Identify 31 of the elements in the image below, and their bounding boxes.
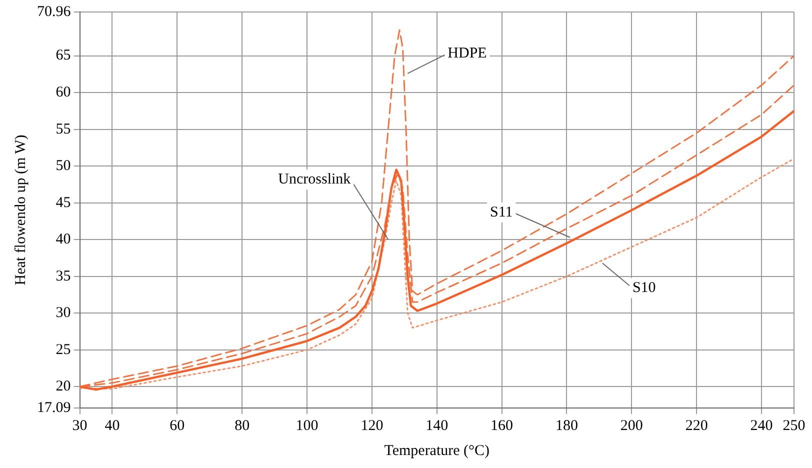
x-tick-label: 160 [490, 418, 514, 434]
y-tick-label: 60 [56, 84, 71, 101]
y-tick-label: 17.09 [37, 400, 71, 416]
x-tick-label: 30 [72, 418, 88, 434]
x-axis-title: Temperature (°C) [384, 442, 490, 459]
x-tick-label: 180 [555, 418, 578, 434]
y-tick-label: 20 [56, 378, 71, 395]
x-tick-label: 140 [426, 418, 448, 434]
y-tick-label: 25 [56, 342, 71, 358]
x-tick-label: 220 [685, 418, 708, 434]
y-tick-label: 30 [56, 305, 71, 322]
y-tick-label: 55 [56, 121, 71, 138]
y-tick-label: 35 [56, 268, 71, 284]
y-tick-label: 45 [56, 194, 71, 211]
x-tick-label: 120 [360, 418, 384, 434]
y-axis-title: Heat flowendo up (m W) [12, 134, 29, 286]
x-tick-label: 40 [104, 418, 120, 434]
x-tick-label: 240 [750, 418, 773, 434]
x-tick-label: 100 [296, 418, 318, 434]
annotation: HDPE [448, 45, 487, 62]
annotation: Uncrosslink [278, 172, 352, 188]
x-tick-label: 80 [234, 418, 250, 434]
y-tick-label: 40 [56, 232, 71, 248]
y-tick-label: 50 [56, 158, 71, 174]
annotation: S10 [632, 280, 656, 296]
x-tick-label: 200 [620, 418, 643, 434]
x-tick-label: 60 [170, 418, 185, 434]
y-tick-label: 70.96 [37, 4, 72, 20]
x-tick-label: 250 [782, 418, 806, 434]
y-tick-label: 65 [56, 48, 71, 64]
annotation: S11 [490, 204, 513, 220]
